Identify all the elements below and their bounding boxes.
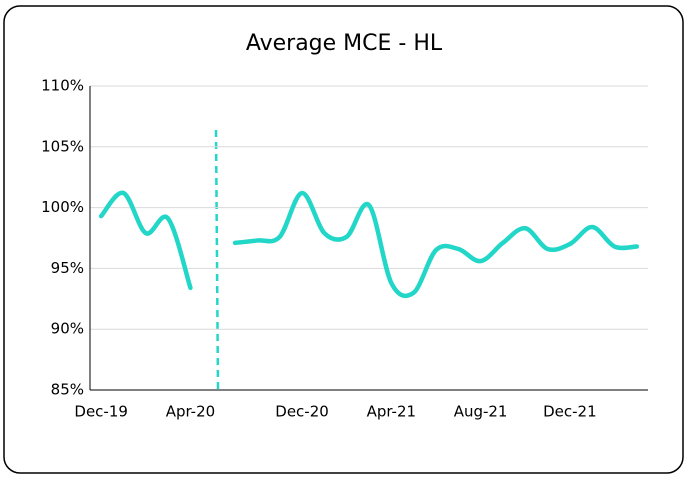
x-tick-label: Dec-20: [275, 403, 329, 421]
line-series: [98, 190, 193, 291]
x-tick-label: Aug-21: [454, 403, 508, 421]
line-series: [232, 190, 640, 299]
y-tick-label: 105%: [41, 137, 84, 155]
y-tick-label: 110%: [41, 77, 84, 95]
x-tick-label: Dec-19: [74, 403, 128, 421]
y-tick-label: 90%: [51, 320, 84, 338]
y-tick-label: 95%: [51, 259, 84, 277]
divider-line: [214, 129, 220, 391]
y-tick-label: 85%: [51, 381, 84, 399]
y-tick-label: 100%: [41, 198, 84, 216]
x-tick-label: Dec-21: [543, 403, 597, 421]
x-tick-label: Apr-21: [367, 403, 417, 421]
chart-title: Average MCE - HL: [246, 31, 443, 56]
x-tick-label: Apr-20: [166, 403, 216, 421]
